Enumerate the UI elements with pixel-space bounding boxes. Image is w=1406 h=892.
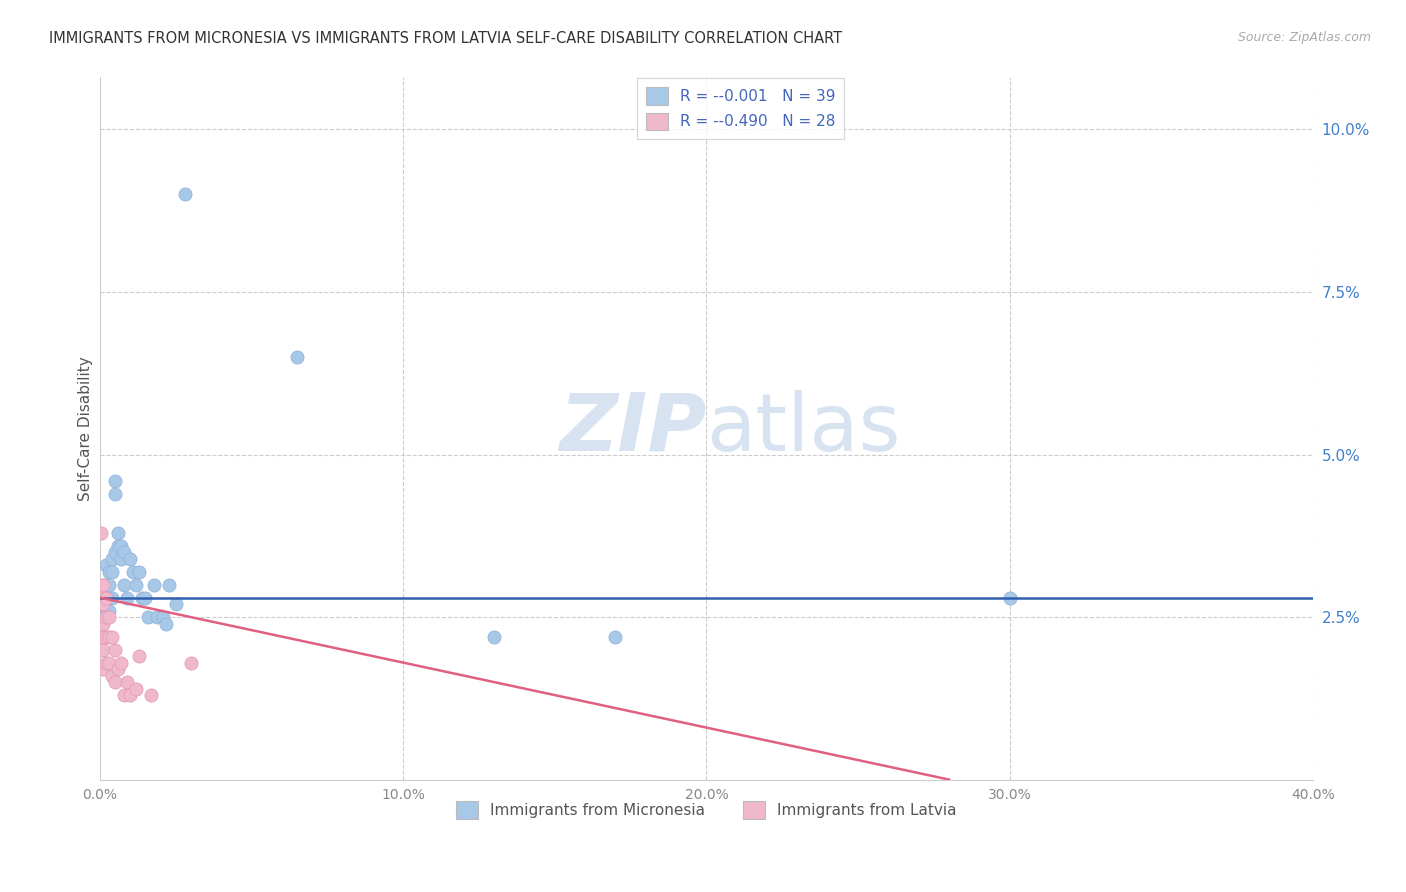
Point [146, 610, 169, 624]
Point [97, 565, 120, 579]
Point [141, 688, 163, 702]
Point [110, 656, 132, 670]
Point [94, 610, 117, 624]
Point [91, 642, 114, 657]
Point [90, 525, 112, 540]
Point [104, 642, 127, 657]
Point [134, 591, 156, 605]
Point [91, 577, 114, 591]
Point [125, 577, 148, 591]
Point [91, 616, 114, 631]
Point [173, 187, 195, 202]
Point [97, 603, 120, 617]
Point [97, 630, 120, 644]
Text: atlas: atlas [706, 390, 901, 467]
Point [112, 545, 135, 559]
Point [110, 551, 132, 566]
Point [115, 675, 138, 690]
Point [285, 350, 308, 364]
Legend: Immigrants from Micronesia, Immigrants from Latvia: Immigrants from Micronesia, Immigrants f… [450, 795, 963, 824]
Point [101, 551, 124, 566]
Point [94, 558, 117, 572]
Point [94, 656, 117, 670]
Point [91, 577, 114, 591]
Point [104, 675, 127, 690]
Point [97, 577, 120, 591]
Point [125, 681, 148, 696]
Point [118, 551, 141, 566]
Point [107, 539, 129, 553]
Point [90, 591, 112, 605]
Point [998, 591, 1021, 605]
Point [91, 597, 114, 611]
Point [94, 591, 117, 605]
Point [155, 616, 177, 631]
Point [128, 565, 150, 579]
Point [122, 565, 145, 579]
Point [91, 630, 114, 644]
Text: IMMIGRANTS FROM MICRONESIA VS IMMIGRANTS FROM LATVIA SELF-CARE DISABILITY CORREL: IMMIGRANTS FROM MICRONESIA VS IMMIGRANTS… [49, 31, 842, 46]
Point [101, 630, 124, 644]
Point [91, 662, 114, 676]
Point [91, 597, 114, 611]
Point [605, 630, 627, 644]
Point [94, 577, 117, 591]
Point [97, 656, 120, 670]
Point [107, 662, 129, 676]
Point [143, 577, 166, 591]
Point [115, 591, 138, 605]
Point [131, 591, 153, 605]
Point [118, 688, 141, 702]
Point [107, 525, 129, 540]
Y-axis label: Self-Care Disability: Self-Care Disability [79, 356, 93, 501]
Point [482, 630, 505, 644]
Point [165, 597, 187, 611]
Point [180, 656, 202, 670]
Point [112, 688, 135, 702]
Point [152, 610, 174, 624]
Point [91, 610, 114, 624]
Point [104, 474, 127, 488]
Point [104, 545, 127, 559]
Text: ZIP: ZIP [560, 390, 706, 467]
Point [110, 539, 132, 553]
Point [101, 668, 124, 682]
Point [94, 591, 117, 605]
Point [94, 630, 117, 644]
Point [101, 565, 124, 579]
Point [112, 577, 135, 591]
Text: Source: ZipAtlas.com: Source: ZipAtlas.com [1237, 31, 1371, 45]
Point [101, 591, 124, 605]
Point [136, 610, 159, 624]
Point [104, 486, 127, 500]
Point [94, 610, 117, 624]
Point [97, 610, 120, 624]
Point [159, 577, 181, 591]
Point [128, 649, 150, 664]
